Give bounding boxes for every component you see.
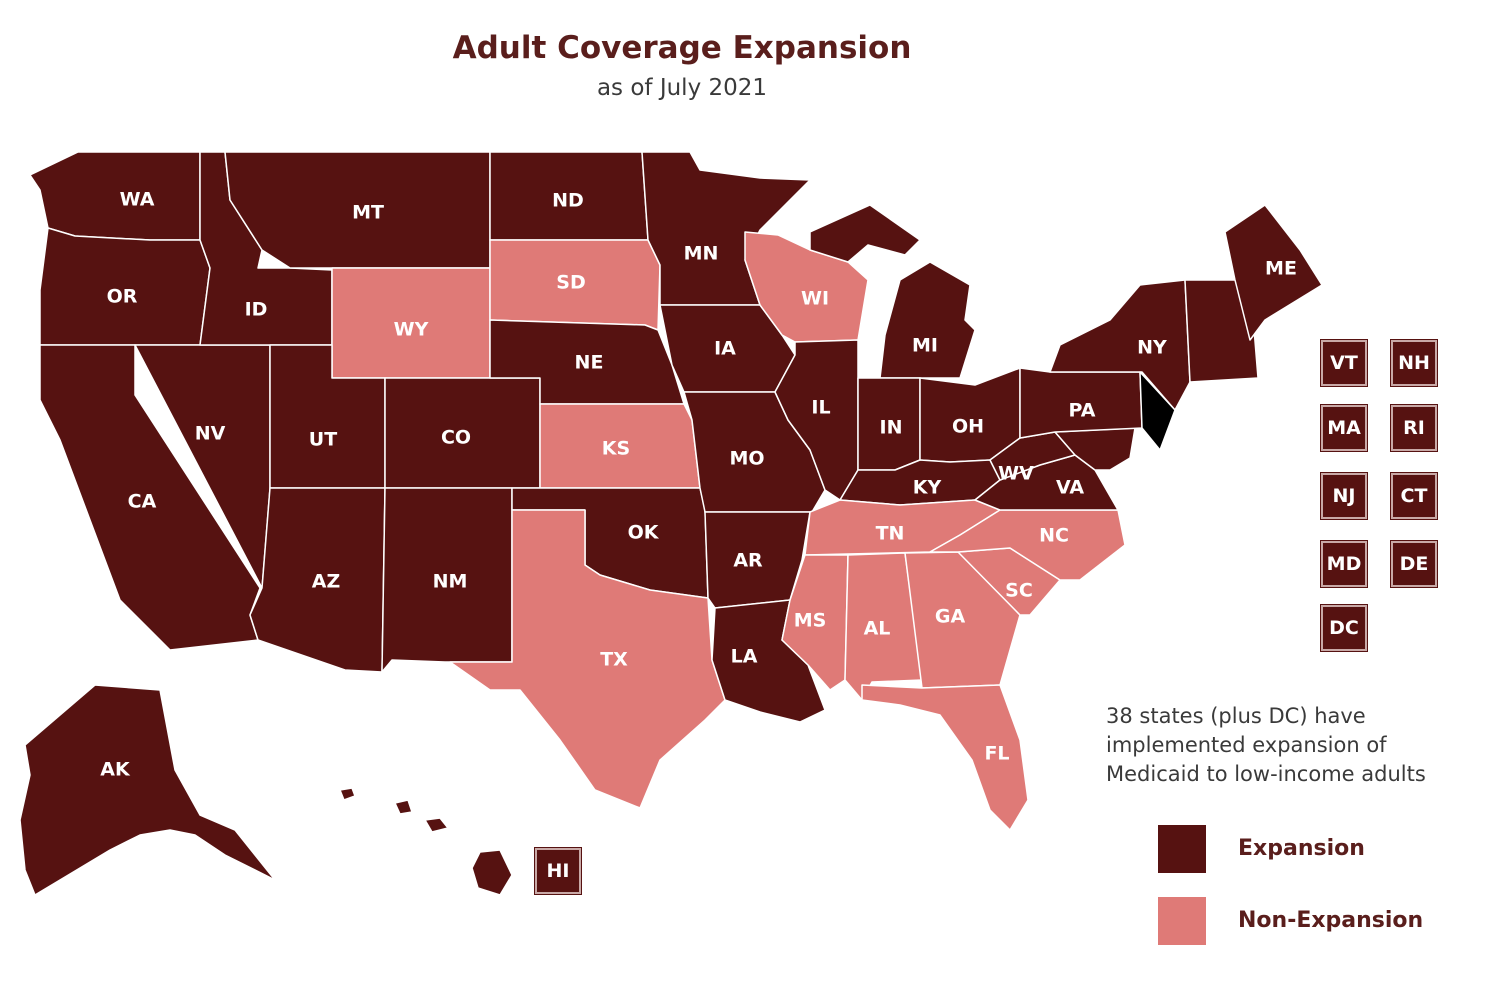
legend-swatch-expansion bbox=[1158, 825, 1206, 873]
state-label-nm: NM bbox=[433, 571, 468, 593]
state-label-co: CO bbox=[441, 427, 471, 449]
map-title: Adult Coverage Expansion bbox=[452, 30, 912, 66]
state-label-wy: WY bbox=[394, 319, 429, 341]
state-labels: WA OR CA NV ID MT WY UT CO AZ NM ND SD NE KS OK TX MN IA MO… bbox=[100, 189, 1297, 781]
state-label-wa: WA bbox=[120, 189, 155, 211]
state-box-dc: DC bbox=[1321, 605, 1367, 651]
state-label-mo: MO bbox=[729, 448, 764, 470]
state-label-mt: MT bbox=[352, 202, 384, 224]
state-label-ga: GA bbox=[935, 606, 966, 628]
state-label-ok: OK bbox=[628, 522, 660, 544]
state-nj bbox=[1139, 371, 1176, 451]
state-me bbox=[1224, 204, 1323, 341]
state-label-il: IL bbox=[811, 397, 830, 419]
state-box-ri: RI bbox=[1391, 405, 1437, 451]
state-label-nc: NC bbox=[1039, 525, 1069, 547]
state-label-fl: FL bbox=[984, 743, 1009, 765]
state-label-sd: SD bbox=[556, 272, 585, 294]
legend-label-non-expansion: Non-Expansion bbox=[1238, 908, 1424, 933]
legend-swatch-non-expansion bbox=[1158, 897, 1206, 945]
state-box-hi: HI bbox=[535, 848, 581, 894]
state-wa bbox=[29, 151, 201, 241]
expansion-note: 38 states (plus DC) have implemented exp… bbox=[1106, 704, 1426, 786]
state-nc bbox=[929, 509, 1126, 581]
state-new-england bbox=[1184, 279, 1259, 383]
state-label-ut: UT bbox=[309, 429, 337, 451]
state-label-or: OR bbox=[107, 286, 138, 308]
state-hi-islands bbox=[339, 787, 513, 896]
state-label-ny: NY bbox=[1137, 337, 1167, 359]
state-label-tx: TX bbox=[600, 649, 628, 671]
state-box-nj: NJ bbox=[1321, 473, 1367, 519]
state-label-la: LA bbox=[731, 646, 758, 668]
state-fl bbox=[861, 684, 1029, 831]
state-label-ne: NE bbox=[575, 352, 604, 374]
state-label-ca: CA bbox=[128, 491, 157, 513]
state-label-az: AZ bbox=[312, 571, 340, 593]
state-box-nh: NH bbox=[1391, 340, 1437, 386]
state-label-id: ID bbox=[245, 299, 268, 321]
state-label-nd: ND bbox=[552, 190, 584, 212]
state-box-md: MD bbox=[1321, 541, 1367, 587]
legend-label-expansion: Expansion bbox=[1238, 836, 1365, 861]
state-box-ct: CT bbox=[1391, 473, 1437, 519]
state-label-nv: NV bbox=[195, 423, 226, 445]
map-subtitle: as of July 2021 bbox=[596, 75, 768, 101]
state-box-ma: MA bbox=[1321, 405, 1367, 451]
state-box-vt: VT bbox=[1321, 340, 1367, 386]
state-label-al: AL bbox=[864, 618, 891, 640]
state-ak bbox=[19, 684, 276, 896]
state-label-mi: MI bbox=[912, 335, 938, 357]
state-label-mn: MN bbox=[684, 243, 719, 265]
state-label-in: IN bbox=[880, 417, 903, 439]
state-label-ks: KS bbox=[602, 438, 630, 460]
state-box-de: DE bbox=[1391, 541, 1437, 587]
state-label-oh: OH bbox=[952, 416, 984, 438]
state-label-sc: SC bbox=[1005, 580, 1033, 602]
state-label-tn: TN bbox=[876, 523, 905, 545]
state-label-ia: IA bbox=[714, 338, 736, 360]
state-label-pa: PA bbox=[1069, 400, 1096, 422]
state-ca bbox=[39, 344, 261, 651]
state-label-ms: MS bbox=[794, 610, 827, 632]
state-label-me: ME bbox=[1265, 258, 1297, 280]
state-label-wi: WI bbox=[801, 288, 829, 310]
state-label-va: VA bbox=[1056, 477, 1084, 499]
state-label-wv: WV bbox=[998, 463, 1034, 485]
state-label-ak: AK bbox=[100, 759, 131, 781]
state-mi bbox=[809, 204, 976, 379]
state-label-ar: AR bbox=[733, 550, 763, 572]
state-label-ky: KY bbox=[913, 477, 942, 499]
state-tx bbox=[449, 509, 726, 809]
